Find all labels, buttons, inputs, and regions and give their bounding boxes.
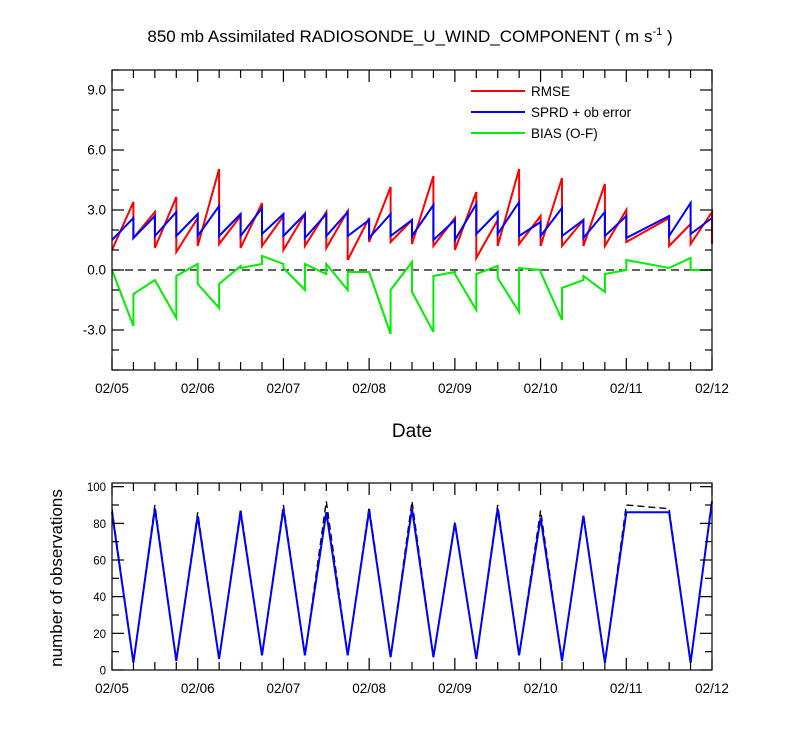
bottom-series-layer — [111, 499, 713, 663]
y-tick-label: 60 — [93, 556, 106, 568]
x-tick-label: 02/09 — [438, 681, 472, 696]
x-tick-label: 02/07 — [267, 381, 301, 396]
series-line-used — [111, 501, 713, 663]
series-line-possible — [111, 499, 713, 663]
x-tick-label: 02/09 — [438, 381, 472, 396]
chart-title: 850 mb Assimilated RADIOSONDE_U_WIND_COM… — [147, 26, 672, 46]
x-tick-label: 02/10 — [524, 381, 558, 396]
bottom-plot-frame — [111, 482, 713, 671]
top-x-axis-label: Date — [392, 421, 432, 442]
x-tick-label: 02/10 — [524, 681, 558, 696]
y-tick-label: 80 — [93, 519, 106, 531]
y-tick-label: 40 — [93, 592, 106, 604]
top-chart-panel: 02/05 02/06 02/07 02/08 02/09 02/10 02/11 02/12… — [83, 69, 729, 397]
y-tick-label: 0.0 — [87, 263, 106, 278]
x-tick-label: 02/08 — [352, 381, 386, 396]
series-line-rmse — [111, 168, 713, 262]
top-series-layer — [111, 168, 713, 335]
x-tick-label: 02/05 — [95, 681, 129, 696]
x-tick-label: 02/05 — [95, 381, 129, 396]
series-line-bias-o-f- — [111, 254, 712, 335]
y-tick-label: 3.0 — [87, 203, 106, 218]
series-line-sprd-ob-error — [111, 198, 713, 244]
top-legend: RMSE SPRD + ob error BIAS (O-F) — [471, 84, 632, 141]
y-tick-label: 20 — [93, 629, 106, 641]
y-tick-label: 0 — [100, 666, 106, 678]
x-tick-label: 02/07 — [267, 681, 301, 696]
top-labels-layer: 02/05 02/06 02/07 02/08 02/09 02/10 02/11 02/12… — [83, 83, 729, 397]
y-tick-label: 6.0 — [87, 143, 106, 158]
x-tick-label: 02/11 — [610, 681, 643, 696]
x-tick-label: 02/12 — [695, 381, 729, 396]
chart-title-end: ) — [662, 27, 672, 46]
x-tick-label: 02/08 — [352, 681, 386, 696]
x-tick-label: 02/06 — [181, 681, 215, 696]
x-tick-label: 02/06 — [181, 381, 215, 396]
bottom-ticks-layer — [111, 483, 713, 671]
legend-label: SPRD + ob error — [531, 105, 632, 120]
bottom-chart-panel: 02/05 02/06 02/07 02/08 02/09 02/10 02/11 02/12… — [87, 482, 729, 696]
legend-label: RMSE — [531, 84, 570, 99]
bottom-y-axis-label: number of observations — [47, 489, 66, 667]
bottom-labels-layer: 02/05 02/06 02/07 02/08 02/09 02/10 02/11 02/12… — [87, 482, 729, 696]
chart-title-main: 850 mb Assimilated RADIOSONDE_U_WIND_COM… — [147, 27, 652, 46]
top-plot-frame — [111, 69, 713, 371]
legend-label: BIAS (O-F) — [531, 126, 598, 141]
chart-title-sup: -1 — [652, 26, 662, 38]
x-tick-label: 02/11 — [610, 381, 643, 396]
y-tick-label: 100 — [87, 482, 106, 494]
y-tick-label: -3.0 — [83, 323, 106, 338]
y-tick-label: 9.0 — [87, 83, 106, 98]
x-tick-label: 02/12 — [695, 681, 729, 696]
